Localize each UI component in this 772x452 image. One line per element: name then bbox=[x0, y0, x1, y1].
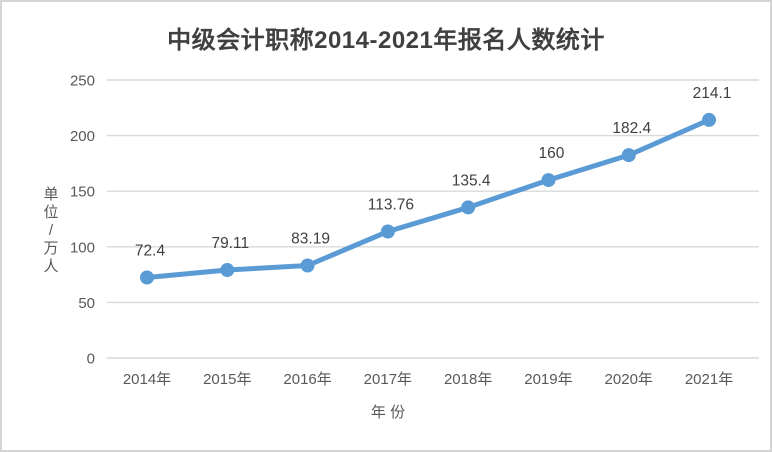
x-axis-title: 年 份 bbox=[370, 404, 406, 421]
y-tick-label: 200 bbox=[70, 128, 95, 145]
x-tick-label: 2016年 bbox=[283, 371, 331, 388]
x-tick-label: 2019年 bbox=[524, 371, 572, 388]
data-point bbox=[380, 224, 395, 239]
data-point bbox=[300, 258, 315, 273]
y-axis-title: 单位 / 万人 bbox=[39, 186, 63, 276]
data-label: 135.4 bbox=[452, 172, 491, 189]
y-tick-label: 50 bbox=[78, 295, 95, 312]
data-point bbox=[140, 270, 154, 285]
data-label: 160 bbox=[539, 145, 565, 162]
y-tick-label: 150 bbox=[70, 184, 95, 201]
y-axis-title-char: 万 bbox=[43, 240, 59, 257]
y-axis-title-char: / bbox=[48, 222, 54, 239]
x-tick-label: 2014年 bbox=[123, 371, 171, 388]
data-point bbox=[220, 263, 235, 278]
data-point bbox=[702, 112, 717, 127]
data-label: 182.4 bbox=[612, 120, 651, 137]
data-point bbox=[461, 200, 476, 215]
x-tick-label: 2018年 bbox=[444, 371, 492, 388]
x-tick-label: 2017年 bbox=[364, 371, 412, 388]
data-label: 214.1 bbox=[693, 85, 732, 102]
y-axis-title-char: 人 bbox=[43, 258, 59, 275]
y-tick-label: 250 bbox=[70, 73, 95, 90]
y-tick-label: 0 bbox=[87, 351, 95, 368]
y-axis-title-char: 单 bbox=[43, 186, 59, 203]
chart-title: 中级会计职称2014-2021年报名人数统计 bbox=[167, 27, 605, 54]
line-series bbox=[144, 117, 712, 280]
data-point bbox=[541, 173, 556, 188]
x-tick-label: 2015年 bbox=[203, 371, 251, 388]
data-label: 72.4 bbox=[135, 242, 166, 259]
data-label: 83.19 bbox=[291, 230, 330, 247]
y-tick-label: 100 bbox=[70, 239, 95, 256]
data-label: 113.76 bbox=[368, 196, 414, 213]
x-tick-label: 2021年 bbox=[685, 371, 733, 388]
data-point bbox=[621, 148, 636, 163]
y-axis-title-char: 位 bbox=[43, 204, 59, 221]
x-tick-label: 2020年 bbox=[605, 371, 653, 388]
data-label: 79.11 bbox=[211, 235, 249, 252]
